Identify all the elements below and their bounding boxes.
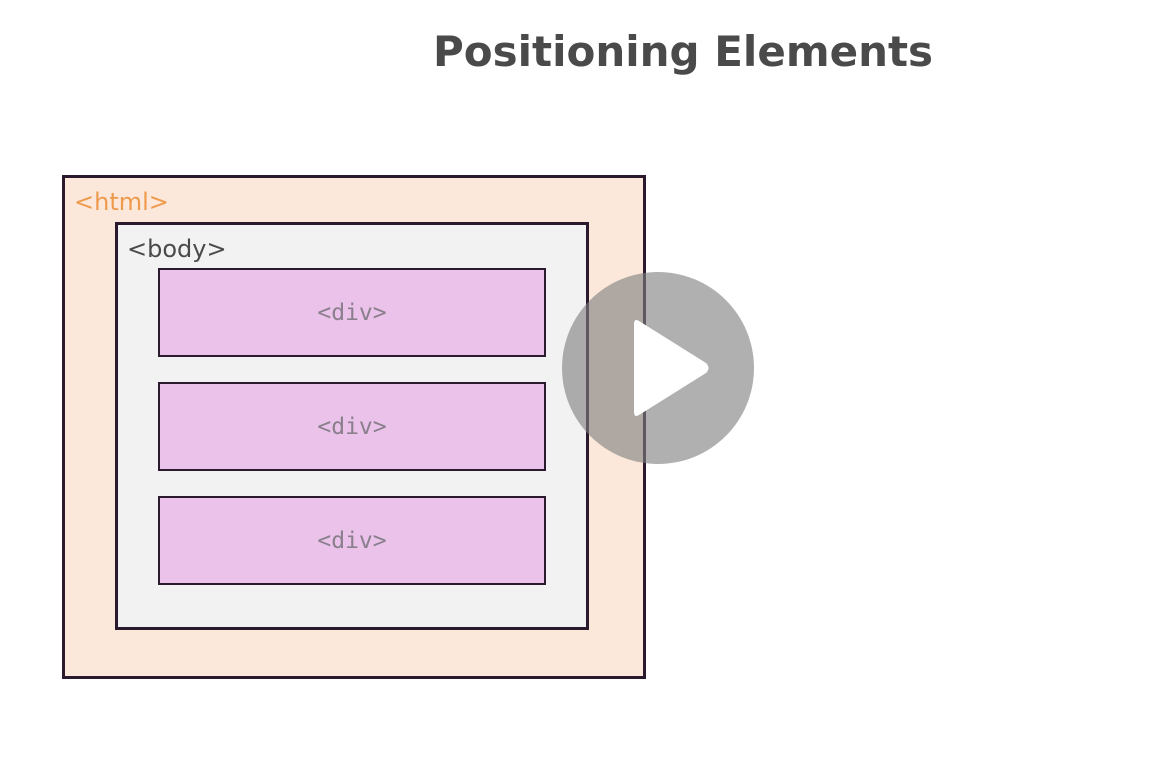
div-element-box-3: <div>	[158, 496, 546, 585]
div-element-box-2: <div>	[158, 382, 546, 471]
slide-title: Positioning Elements	[433, 27, 934, 76]
play-icon	[634, 320, 709, 416]
html-element-box: <html> <body> <div> <div> <div>	[62, 175, 646, 679]
body-element-box: <body> <div> <div> <div>	[115, 222, 589, 630]
html-element-label: <html>	[74, 188, 169, 216]
div-element-box-1: <div>	[158, 268, 546, 357]
body-element-label: <body>	[127, 235, 227, 263]
play-button[interactable]	[562, 272, 754, 464]
